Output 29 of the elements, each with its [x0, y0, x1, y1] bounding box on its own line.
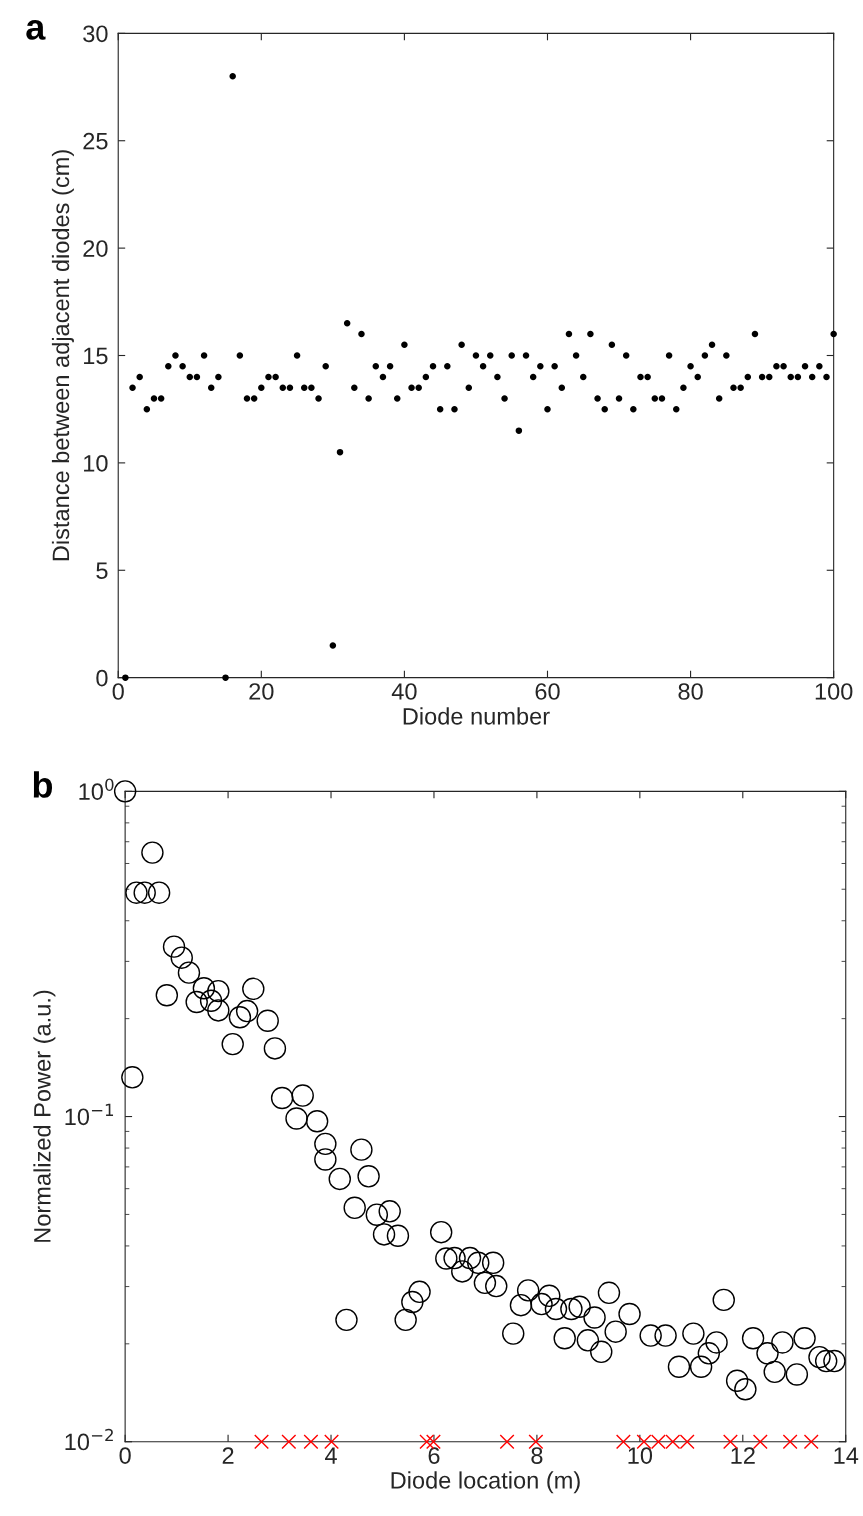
y-tick-label: 10$^{−2}$ [65, 1428, 113, 1451]
y-tick-label: 30 [83, 25, 108, 43]
x-axis-title: Diode location (m) [391, 1471, 580, 1494]
y-tick-label: 20 [83, 240, 108, 257]
y-axis-title: Normalized Power (a.u.) [33, 990, 56, 1242]
y-tick-label: 10$^{−1}$ [65, 1103, 114, 1126]
x-axis-title: Diode number [403, 707, 550, 725]
y-tick-label: 25 [83, 132, 108, 150]
chart-title: a [26, 20, 46, 40]
y-tick-label: 5 [96, 562, 108, 580]
y-axis-title: Distance between adjacent diodes (cm) [51, 150, 74, 561]
x-tick-label: 12 [731, 1447, 755, 1464]
x-tick-label: 2 [222, 1447, 234, 1464]
x-tick-label: 8 [531, 1447, 543, 1464]
x-tick-label: 6 [428, 1447, 440, 1464]
x-tick-label: 0 [119, 1447, 131, 1464]
x-tick-label: 60 [535, 683, 560, 700]
x-tick-label: 10 [628, 1447, 653, 1464]
y-tick-label: 10$^{0}$ [79, 778, 114, 800]
x-tick-label: 80 [678, 683, 703, 700]
x-tick-label: 40 [391, 683, 417, 700]
x-tick-label: 100 [815, 683, 853, 700]
x-tick-label: 4 [325, 1447, 337, 1464]
y-tick-label: 0 [96, 669, 108, 687]
chart-title: b [33, 771, 53, 798]
x-tick-label: 20 [249, 683, 274, 700]
x-tick-label: 14 [834, 1447, 859, 1464]
y-tick-label: 10 [84, 454, 108, 472]
y-tick-label: 15 [84, 347, 108, 365]
